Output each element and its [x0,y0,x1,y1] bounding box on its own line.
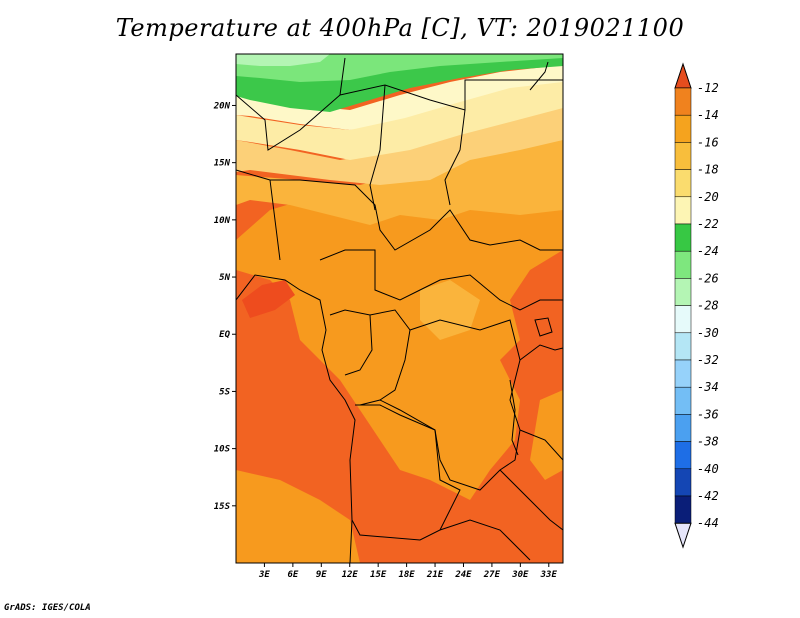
lake-tanganyika [509,379,519,456]
lon-tick-label: 21E [426,570,444,580]
colorbar-swatch [674,359,692,388]
colorbar-swatch [674,305,692,334]
country-borders [236,57,563,563]
colorbar-swatch [674,87,692,116]
colorbar-swatch [674,250,692,279]
colorbar-swatch [674,468,692,497]
colorbar-label: -20 [697,190,719,204]
colorbar-swatch [674,223,692,252]
colorbar-label: -34 [697,380,719,394]
colorbar-label: -30 [697,326,719,340]
colorbar-swatch [674,441,692,470]
lat-tick-label: 15S [214,502,231,512]
border-north [236,57,563,151]
field-band-m14-south [236,470,360,563]
lat-tick-label: 5S [219,387,230,397]
field-band-m12-pocket [242,280,295,318]
lat-tick-label: 10N [214,216,231,226]
colorbar-label: -26 [697,271,719,285]
field-band-m14-east [530,390,563,480]
colorbar-swatch [674,196,692,225]
temperature-field [236,54,563,563]
lon-tick-label: 9E [316,570,327,580]
colorbar-label: -18 [697,163,719,177]
colorbar-swatch [674,414,692,442]
colorbar-swatch [674,495,692,524]
colorbar-swatch [674,142,692,170]
field-band-m28 [236,54,330,66]
lat-tick-label: EQ [219,330,230,340]
colorbar-swatch [674,169,692,198]
lat-tick-label: 15N [214,159,231,169]
lon-tick-label: 24E [454,570,472,580]
lat-tick-label: 10S [214,445,231,455]
colorbar: -12 -14 -16 -18 -20 -22 -24 -26 -28 -30 -32 -34 -36 -… [674,62,719,549]
colorbar-label: -22 [697,217,719,231]
africa-west-coast [236,274,356,563]
longitude-ticks: 3E 6E 9E 12E 15E 18E 21E 24E 27E 30E 33E [258,563,557,580]
red-sea-coast [529,61,549,91]
colorbar-label: -14 [697,108,719,122]
lat-tick-label: 20N [213,101,231,111]
field-band-m24 [236,55,563,112]
colorbar-top-triangle [674,62,692,89]
border-east [439,344,563,561]
colorbar-label: -28 [697,299,719,313]
map-frame [235,53,564,564]
colorbar-label: -16 [697,135,719,149]
lon-tick-label: 3E [258,570,270,580]
lon-tick-label: 18E [398,570,415,580]
field-band-m20 [236,80,563,160]
colorbar-swatch [674,114,692,143]
border-drc [379,319,521,491]
field-band-m16-centre [420,280,480,340]
colorbar-label: -38 [697,435,719,449]
colorbar-label: -36 [697,407,719,421]
credit-text: GrADS: IGES/COLA [4,603,91,613]
lon-tick-label: 30E [511,570,529,580]
lon-tick-label: 6E [287,570,298,580]
border-west-africa [236,169,563,251]
colorbar-label: -40 [697,462,719,476]
border-sahara [369,84,466,211]
latitude-ticks: 20N 15N 10N 5N EQ 5S 10S 15S [213,101,236,512]
lake-victoria [534,317,553,337]
field-band-m22 [236,65,563,130]
field-band-m14 [236,190,563,500]
lon-tick-label: 27E [483,570,501,580]
lon-tick-label: 15E [370,570,387,580]
lon-tick-label: 12E [342,570,359,580]
colorbar-label: -42 [697,489,719,503]
border-central [269,179,563,311]
map-title: Temperature at 400hPa [C], VT: 201902110… [115,14,685,42]
colorbar-label: -44 [697,516,719,530]
lat-tick-label: 5N [219,273,230,283]
colorbar-label: -32 [697,353,719,367]
lon-tick-label: 33E [540,570,558,580]
colorbar-label: -24 [697,244,719,258]
colorbar-label: -12 [697,81,719,95]
colorbar-swatch [674,386,692,415]
border-angola [351,404,461,541]
colorbar-swatch [674,332,692,361]
colorbar-swatch [674,278,692,306]
colorbar-bottom-triangle [674,522,692,549]
